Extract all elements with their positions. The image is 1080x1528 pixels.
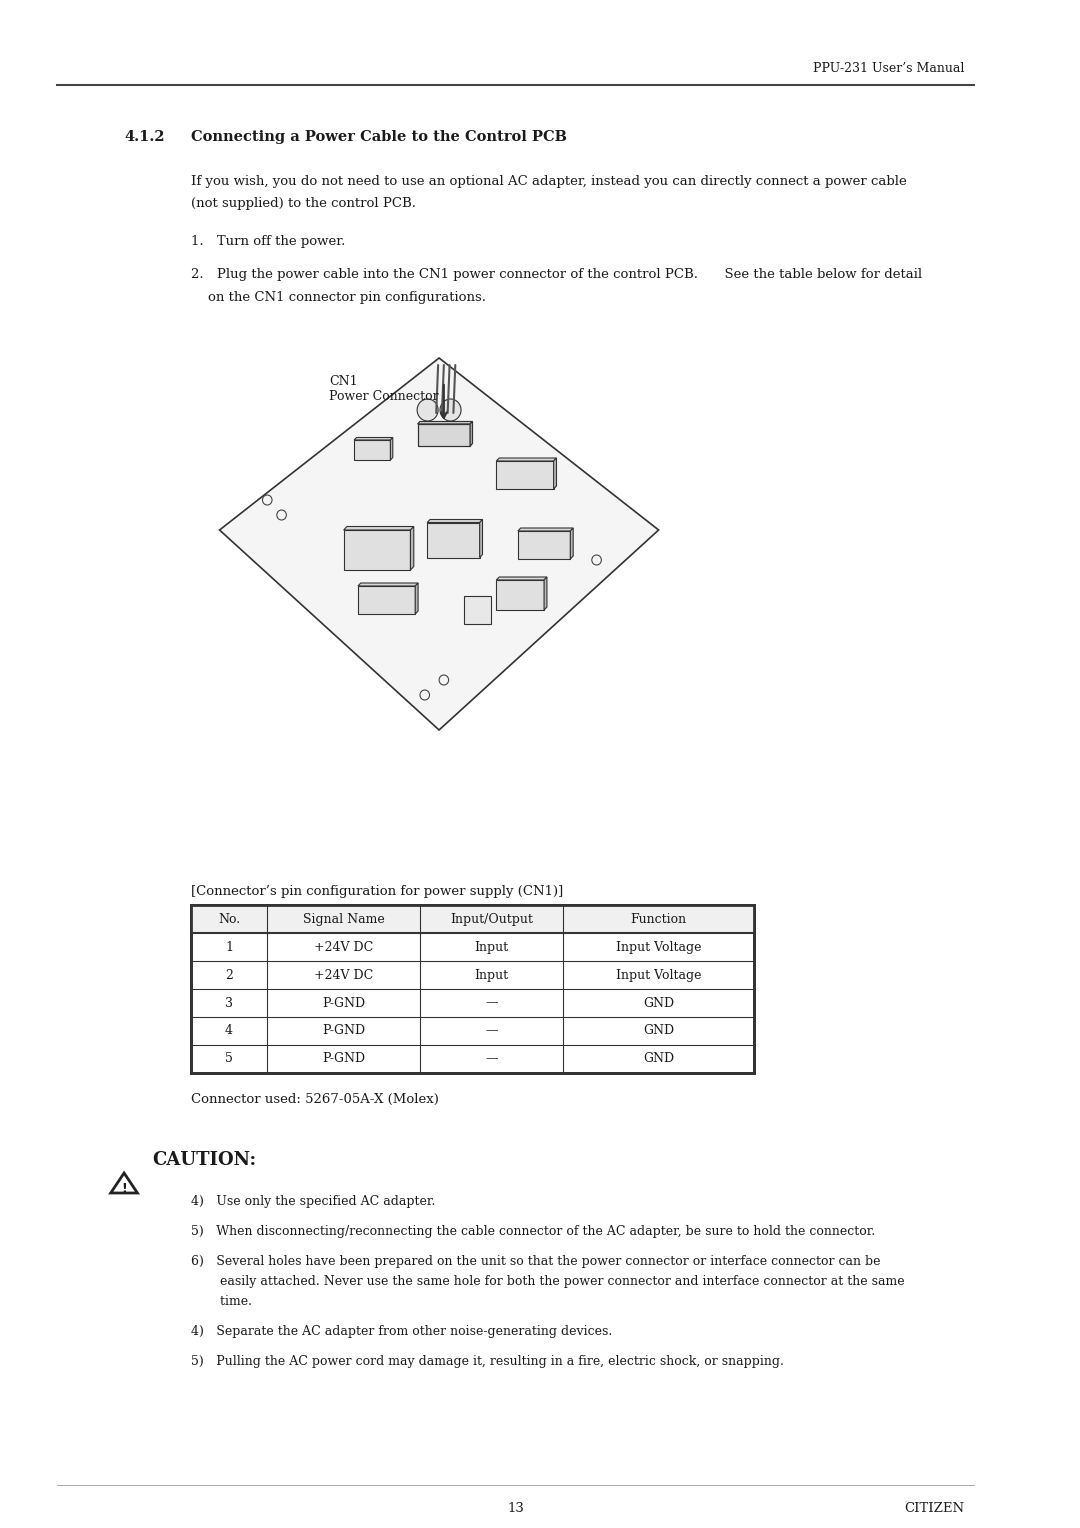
Polygon shape	[357, 584, 418, 587]
Text: 1: 1	[225, 941, 233, 953]
Text: Input: Input	[474, 969, 509, 981]
Text: GND: GND	[643, 1024, 674, 1038]
Text: CAUTION:: CAUTION:	[152, 1151, 257, 1169]
Text: 5) Pulling the AC power cord may damage it, resulting in a fire, electric shock,: 5) Pulling the AC power cord may damage …	[191, 1355, 784, 1368]
Polygon shape	[354, 437, 393, 440]
FancyBboxPatch shape	[191, 905, 754, 1073]
Text: CITIZEN: CITIZEN	[904, 1502, 964, 1514]
Text: P-GND: P-GND	[322, 1024, 365, 1038]
Polygon shape	[418, 422, 472, 423]
Polygon shape	[497, 461, 554, 489]
Text: If you wish, you do not need to use an optional AC adapter, instead you can dire: If you wish, you do not need to use an o…	[191, 176, 906, 188]
Text: Input Voltage: Input Voltage	[616, 969, 701, 981]
Text: Connector used: 5267-05A-X (Molex): Connector used: 5267-05A-X (Molex)	[191, 1093, 438, 1106]
Polygon shape	[428, 520, 483, 523]
Text: 3: 3	[225, 996, 233, 1010]
Text: time.: time.	[208, 1296, 252, 1308]
Text: Signal Name: Signal Name	[302, 912, 384, 926]
Text: CN1
Power Connector: CN1 Power Connector	[329, 374, 438, 403]
FancyBboxPatch shape	[191, 905, 754, 934]
Polygon shape	[428, 523, 480, 558]
Text: Input/Output: Input/Output	[450, 912, 534, 926]
Polygon shape	[410, 527, 414, 570]
Text: GND: GND	[643, 1053, 674, 1065]
Polygon shape	[343, 530, 410, 570]
Text: —: —	[485, 1024, 498, 1038]
Polygon shape	[480, 520, 483, 558]
Circle shape	[440, 399, 461, 422]
Text: 5: 5	[225, 1053, 233, 1065]
Text: 5) When disconnecting/reconnecting the cable connector of the AC adapter, be sur: 5) When disconnecting/reconnecting the c…	[191, 1225, 875, 1238]
Text: 4) Separate the AC adapter from other noise-generating devices.: 4) Separate the AC adapter from other no…	[191, 1325, 612, 1339]
Polygon shape	[354, 440, 390, 460]
Text: 13: 13	[507, 1502, 524, 1514]
Polygon shape	[418, 423, 470, 446]
Text: —: —	[485, 996, 498, 1010]
Text: Input: Input	[474, 941, 509, 953]
Circle shape	[417, 399, 438, 422]
Text: on the CN1 connector pin configurations.: on the CN1 connector pin configurations.	[208, 290, 486, 304]
Text: 2: 2	[225, 969, 233, 981]
Text: —: —	[485, 1053, 498, 1065]
Polygon shape	[570, 529, 573, 559]
Polygon shape	[517, 532, 570, 559]
Text: 2. Plug the power cable into the CN1 power connector of the control PCB.  See th: 2. Plug the power cable into the CN1 pow…	[191, 267, 922, 281]
Polygon shape	[497, 581, 544, 610]
Text: +24V DC: +24V DC	[314, 941, 374, 953]
Text: 4.1.2: 4.1.2	[124, 130, 165, 144]
Polygon shape	[357, 587, 415, 614]
Polygon shape	[219, 358, 659, 730]
Text: 1. Turn off the power.: 1. Turn off the power.	[191, 235, 346, 248]
Text: P-GND: P-GND	[322, 996, 365, 1010]
Text: 4) Use only the specified AC adapter.: 4) Use only the specified AC adapter.	[191, 1195, 435, 1209]
Text: 6) Several holes have been prepared on the unit so that the power connector or i: 6) Several holes have been prepared on t…	[191, 1254, 880, 1268]
Text: easily attached. Never use the same hole for both the power connector and interf: easily attached. Never use the same hole…	[208, 1274, 905, 1288]
Polygon shape	[390, 437, 393, 460]
Text: 4: 4	[225, 1024, 233, 1038]
Polygon shape	[497, 458, 556, 461]
Text: Connecting a Power Cable to the Control PCB: Connecting a Power Cable to the Control …	[191, 130, 567, 144]
Polygon shape	[554, 458, 556, 489]
Text: P-GND: P-GND	[322, 1053, 365, 1065]
Text: Function: Function	[631, 912, 687, 926]
Polygon shape	[464, 596, 490, 623]
Text: No.: No.	[218, 912, 240, 926]
Polygon shape	[544, 578, 546, 610]
Text: (not supplied) to the control PCB.: (not supplied) to the control PCB.	[191, 197, 416, 209]
Text: !: !	[121, 1181, 127, 1195]
Polygon shape	[470, 422, 472, 446]
Polygon shape	[497, 578, 546, 581]
Text: GND: GND	[643, 996, 674, 1010]
Text: +24V DC: +24V DC	[314, 969, 374, 981]
Polygon shape	[343, 527, 414, 530]
Polygon shape	[517, 529, 573, 532]
Text: Input Voltage: Input Voltage	[616, 941, 701, 953]
Text: PPU-231 User’s Manual: PPU-231 User’s Manual	[812, 61, 964, 75]
Text: [Connector’s pin configuration for power supply (CN1)]: [Connector’s pin configuration for power…	[191, 885, 563, 898]
Polygon shape	[415, 584, 418, 614]
